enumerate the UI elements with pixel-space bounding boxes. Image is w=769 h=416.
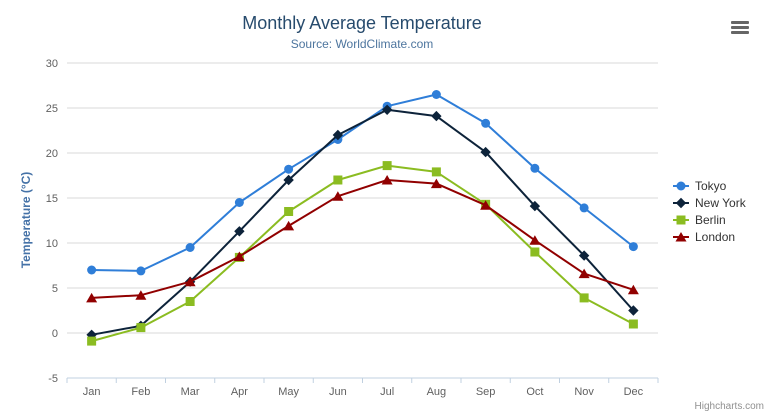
x-axis-label: Apr: [231, 386, 248, 398]
triangle-marker: [430, 178, 442, 189]
context-menu-button[interactable]: [731, 16, 755, 38]
circle-marker: [185, 243, 195, 252]
hamburger-menu-icon: [731, 30, 749, 34]
hamburger-menu-icon: [731, 20, 749, 24]
circle-marker: [579, 203, 589, 213]
triangle-marker: [480, 200, 492, 210]
square-marker: [284, 207, 294, 216]
square-marker: [333, 175, 343, 185]
circle-marker: [530, 163, 540, 173]
legend-item-tokyo[interactable]: Tokyo: [672, 177, 746, 194]
legend-label: Berlin: [695, 212, 726, 227]
series-line-new-york: [90, 108, 635, 336]
square-marker: [676, 215, 686, 224]
triangle-marker: [529, 235, 541, 245]
circle-marker: [676, 181, 686, 190]
legend-symbol-diamond: [673, 197, 689, 208]
diamond-marker: [381, 104, 393, 115]
diamond-marker: [529, 200, 541, 212]
square-marker: [185, 297, 195, 306]
diamond-marker: [431, 110, 442, 122]
triangle-marker: [627, 284, 639, 295]
square-marker: [579, 293, 589, 303]
triangle-marker: [578, 268, 590, 279]
y-axis-label: 25: [46, 103, 58, 115]
square-marker: [431, 167, 441, 177]
y-axis-label: 0: [52, 328, 58, 340]
chart-subtitle: Source: WorldClimate.com: [290, 37, 434, 51]
triangle-marker: [184, 276, 196, 287]
legend-symbol-circle: [673, 181, 689, 190]
square-marker: [382, 161, 392, 171]
x-axis-label: Mar: [181, 386, 200, 398]
legend-label: Tokyo: [695, 178, 727, 193]
legend-symbol-triangle: [673, 231, 689, 241]
triangle-marker: [381, 175, 393, 185]
circle-marker: [284, 164, 294, 174]
square-marker: [87, 336, 97, 346]
circle-marker: [234, 198, 244, 207]
x-axis-label: Sep: [476, 386, 496, 398]
x-axis-label: Jul: [380, 386, 394, 398]
y-axis-label: 20: [46, 148, 58, 160]
x-axis-label: Nov: [574, 386, 594, 398]
triangle-marker: [332, 191, 344, 201]
y-axis-label: 30: [46, 58, 58, 70]
x-axis-label: Jan: [83, 386, 101, 398]
x-axis-label: Dec: [624, 386, 644, 398]
series-line-tokyo: [90, 93, 635, 272]
legend: Tokyo New York Berlin London: [672, 177, 746, 245]
circle-marker: [628, 242, 638, 252]
legend-item-london[interactable]: London: [672, 228, 746, 245]
series-line-berlin: [90, 164, 635, 343]
y-axis-label: 15: [46, 193, 58, 205]
y-axis-label: -5: [48, 373, 58, 385]
triangle-marker: [675, 231, 687, 241]
circle-marker: [481, 118, 491, 128]
triangle-marker: [86, 292, 98, 303]
series-new-york[interactable]: [86, 104, 639, 340]
legend-symbol-square: [673, 215, 689, 224]
circle-marker: [87, 265, 97, 275]
x-axis-label: Aug: [427, 386, 447, 398]
x-axis-label: Feb: [131, 386, 150, 398]
diamond-marker: [283, 174, 294, 186]
legend-label: New York: [695, 195, 746, 210]
diamond-marker: [480, 146, 491, 158]
x-axis-label: May: [278, 386, 299, 398]
diamond-marker: [578, 250, 590, 261]
circle-marker: [136, 266, 146, 276]
chart-title: Monthly Average Temperature: [242, 13, 482, 33]
series-tokyo[interactable]: [87, 90, 638, 276]
legend-item-new-york[interactable]: New York: [672, 194, 746, 211]
legend-item-berlin[interactable]: Berlin: [672, 211, 746, 228]
triangle-marker: [283, 220, 295, 231]
diamond-marker: [628, 305, 639, 316]
x-axis-label: Jun: [329, 386, 347, 398]
series-london[interactable]: [86, 175, 639, 303]
hamburger-menu-icon: [731, 25, 749, 29]
triangle-marker: [233, 251, 245, 261]
triangle-marker: [135, 290, 147, 300]
diamond-marker: [332, 129, 344, 141]
highcharts-credit[interactable]: Highcharts.com: [694, 401, 764, 412]
square-marker: [136, 323, 146, 333]
diamond-marker: [234, 226, 245, 237]
legend-label: London: [695, 229, 736, 244]
y-axis-label: 10: [46, 238, 58, 250]
square-marker: [628, 319, 638, 329]
square-marker: [530, 247, 540, 257]
diamond-marker: [675, 197, 687, 208]
x-axis-label: Oct: [526, 386, 543, 398]
circle-marker: [431, 90, 441, 99]
y-axis-label: 5: [52, 283, 58, 295]
series-line-london: [90, 179, 635, 299]
